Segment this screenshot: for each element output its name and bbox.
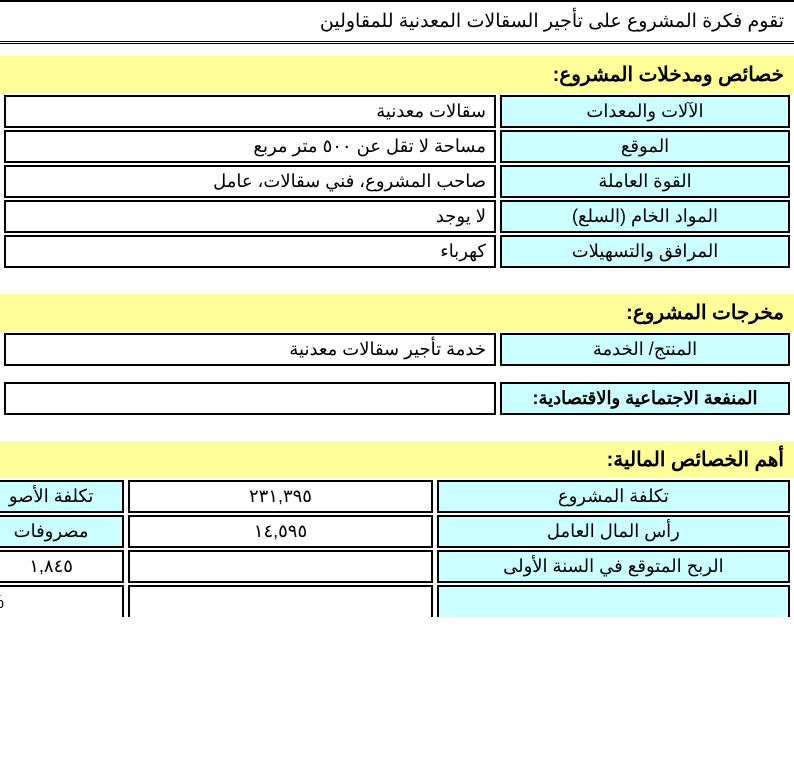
value-benefit <box>4 382 496 415</box>
label-utilities: المرافق والتسهيلات <box>500 235 790 268</box>
table-row: المرافق والتسهيلات كهرباء <box>4 235 790 268</box>
fin-label-capital: رأس المال العامل <box>437 515 790 548</box>
table-row: الربح المتوقع في السنة الأولى ١,٨٤٥ <box>0 550 790 583</box>
label-product: المنتج/ الخدمة <box>500 333 790 366</box>
table-row: المنفعة الاجتماعية والاقتصادية: <box>4 382 790 415</box>
label-benefit: المنفعة الاجتماعية والاقتصادية: <box>500 382 790 415</box>
inputs-table: الآلات والمعدات سقالات معدنية الموقع مسا… <box>0 93 794 270</box>
fin-right-percent: % <box>0 585 124 617</box>
fin-right-amount: ١,٨٤٥ <box>0 550 124 583</box>
fin-right-assets: تكلفة الأصو <box>0 480 124 513</box>
outputs-table: المنتج/ الخدمة خدمة تأجير سقالات معدنية <box>0 331 794 368</box>
fin-value-cost: ٢٣١,٣٩٥ <box>128 480 433 513</box>
fin-label-extra <box>437 585 790 617</box>
fin-right-expenses: مصروفات <box>0 515 124 548</box>
fin-value-capital: ١٤,٥٩٥ <box>128 515 433 548</box>
table-row: المواد الخام (السلع) لا يوجد <box>4 200 790 233</box>
fin-value-extra <box>128 585 433 617</box>
table-row: القوة العاملة صاحب المشروع، فني سقالات، … <box>4 165 790 198</box>
value-workforce: صاحب المشروع، فني سقالات، عامل <box>4 165 496 198</box>
section-outputs-header: مخرجات المشروع: <box>0 294 794 331</box>
table-row: الآلات والمعدات سقالات معدنية <box>4 95 790 128</box>
fin-value-profit <box>128 550 433 583</box>
fin-label-profit: الربح المتوقع في السنة الأولى <box>437 550 790 583</box>
value-raw-materials: لا يوجد <box>4 200 496 233</box>
fin-label-cost: تكلفة المشروع <box>437 480 790 513</box>
value-utilities: كهرباء <box>4 235 496 268</box>
label-equipment: الآلات والمعدات <box>500 95 790 128</box>
table-row: % <box>0 585 790 617</box>
table-row: المنتج/ الخدمة خدمة تأجير سقالات معدنية <box>4 333 790 366</box>
benefit-table: المنفعة الاجتماعية والاقتصادية: <box>0 380 794 417</box>
value-product: خدمة تأجير سقالات معدنية <box>4 333 496 366</box>
financial-table: تكلفة المشروع ٢٣١,٣٩٥ تكلفة الأصو رأس ال… <box>0 478 794 619</box>
section-financial-header: أهم الخصائص المالية: <box>0 441 794 478</box>
label-location: الموقع <box>500 130 790 163</box>
value-location: مساحة لا تقل عن ٥٠٠ متر مربع <box>4 130 496 163</box>
label-workforce: القوة العاملة <box>500 165 790 198</box>
project-intro: تقوم فكرة المشروع على تأجير السقالات الم… <box>0 0 794 44</box>
table-row: رأس المال العامل ١٤,٥٩٥ مصروفات <box>0 515 790 548</box>
value-equipment: سقالات معدنية <box>4 95 496 128</box>
section-inputs-header: خصائص ومدخلات المشروع: <box>0 56 794 93</box>
table-row: الموقع مساحة لا تقل عن ٥٠٠ متر مربع <box>4 130 790 163</box>
table-row: تكلفة المشروع ٢٣١,٣٩٥ تكلفة الأصو <box>0 480 790 513</box>
label-raw-materials: المواد الخام (السلع) <box>500 200 790 233</box>
